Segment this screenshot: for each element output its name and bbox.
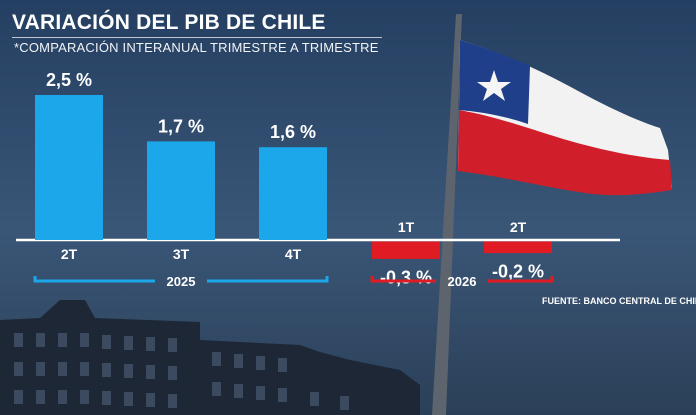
building-silhouette <box>0 300 420 415</box>
page-title: VARIACIÓN DEL PIB DE CHILE <box>12 11 326 34</box>
group-bracket-2026 <box>370 276 554 283</box>
building-windows <box>14 333 349 410</box>
value-label: -0,2 % <box>492 262 544 282</box>
category-label: 1T <box>398 219 415 235</box>
bar-2t-0 <box>35 95 103 240</box>
category-label: 4T <box>285 246 302 262</box>
page-subtitle: *COMPARACIÓN INTERANUAL TRIMESTRE A TRIM… <box>14 40 379 55</box>
group-label: 2025 <box>167 274 196 289</box>
category-label: 3T <box>173 246 190 262</box>
value-label: 2,5 % <box>46 70 92 90</box>
chile-flag-icon <box>458 40 672 196</box>
bar-3t-1 <box>147 141 215 240</box>
bar-1t-3 <box>372 241 440 259</box>
category-label: 2T <box>61 246 78 262</box>
group-label: 2026 <box>448 274 477 289</box>
group-bracket-2025 <box>33 276 329 283</box>
value-label: 1,6 % <box>270 122 316 142</box>
category-label: 2T <box>510 219 527 235</box>
source-note: FUENTE: BANCO CENTRAL DE CHILE <box>542 296 696 306</box>
title-divider <box>12 37 382 38</box>
bar-2t-4 <box>484 241 552 254</box>
flagpole <box>432 14 462 415</box>
value-label: -0,3 % <box>380 267 432 287</box>
bar-4t-2 <box>259 147 327 240</box>
value-label: 1,7 % <box>158 116 204 136</box>
